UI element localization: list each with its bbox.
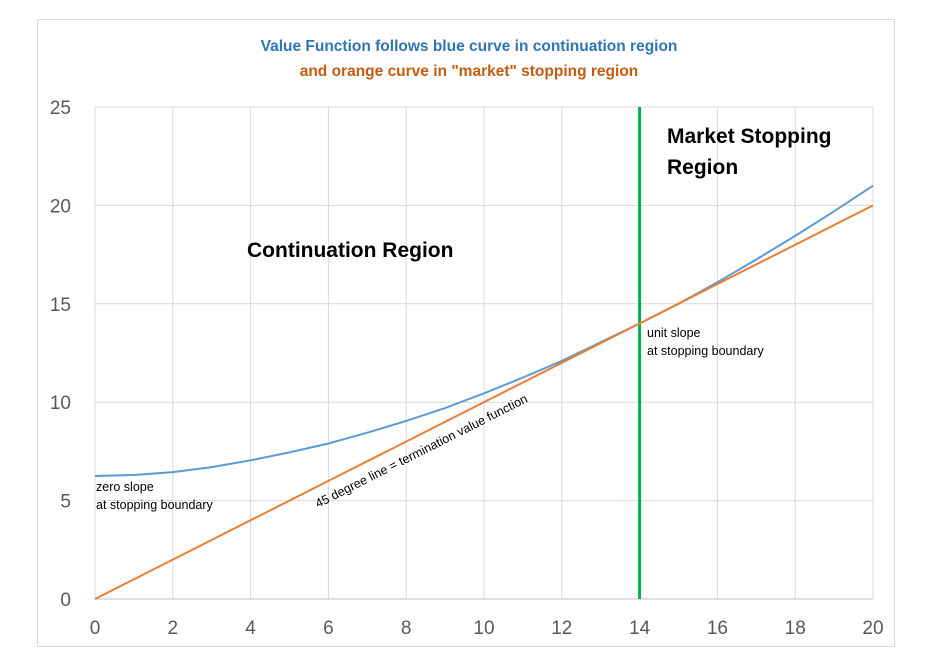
x-tick-label: 12 xyxy=(551,618,572,639)
x-tick-label: 8 xyxy=(401,618,412,639)
termination-value-line xyxy=(94,204,874,600)
x-tick-label: 6 xyxy=(323,618,334,639)
chart-border xyxy=(37,19,895,647)
unit-slope-note: at stopping boundary xyxy=(647,344,765,358)
x-tick-label: 16 xyxy=(707,618,728,639)
chart-title-line: and orange curve in "market" stopping re… xyxy=(300,63,639,80)
continuation-region-label: Continuation Region xyxy=(247,239,453,262)
chart-title-line: Value Function follows blue curve in con… xyxy=(261,38,678,55)
x-tick-label: 18 xyxy=(785,618,806,639)
y-tick-label: 10 xyxy=(50,393,71,414)
x-tick-label: 2 xyxy=(168,618,179,639)
x-tick-label: 20 xyxy=(862,618,883,639)
y-tick-label: 15 xyxy=(50,295,71,316)
y-tick-label: 5 xyxy=(60,492,71,513)
diagonal-line-note: 45 degree line = termination value funct… xyxy=(313,392,530,511)
x-tick-label: 0 xyxy=(90,618,101,639)
y-tick-label: 20 xyxy=(50,196,71,217)
unit-slope-note: unit slope xyxy=(647,326,701,340)
market-stopping-region-label: Region xyxy=(667,156,738,179)
x-tick-label: 14 xyxy=(629,618,651,639)
market-stopping-region-label: Market Stopping xyxy=(667,125,832,148)
y-tick-label: 25 xyxy=(50,98,71,119)
x-tick-label: 10 xyxy=(473,618,494,639)
zero-slope-note: at stopping boundary xyxy=(96,498,214,512)
x-tick-label: 4 xyxy=(245,618,256,639)
value-function-line xyxy=(94,184,874,477)
y-tick-label: 0 xyxy=(60,590,71,611)
zero-slope-note: zero slope xyxy=(96,480,154,494)
